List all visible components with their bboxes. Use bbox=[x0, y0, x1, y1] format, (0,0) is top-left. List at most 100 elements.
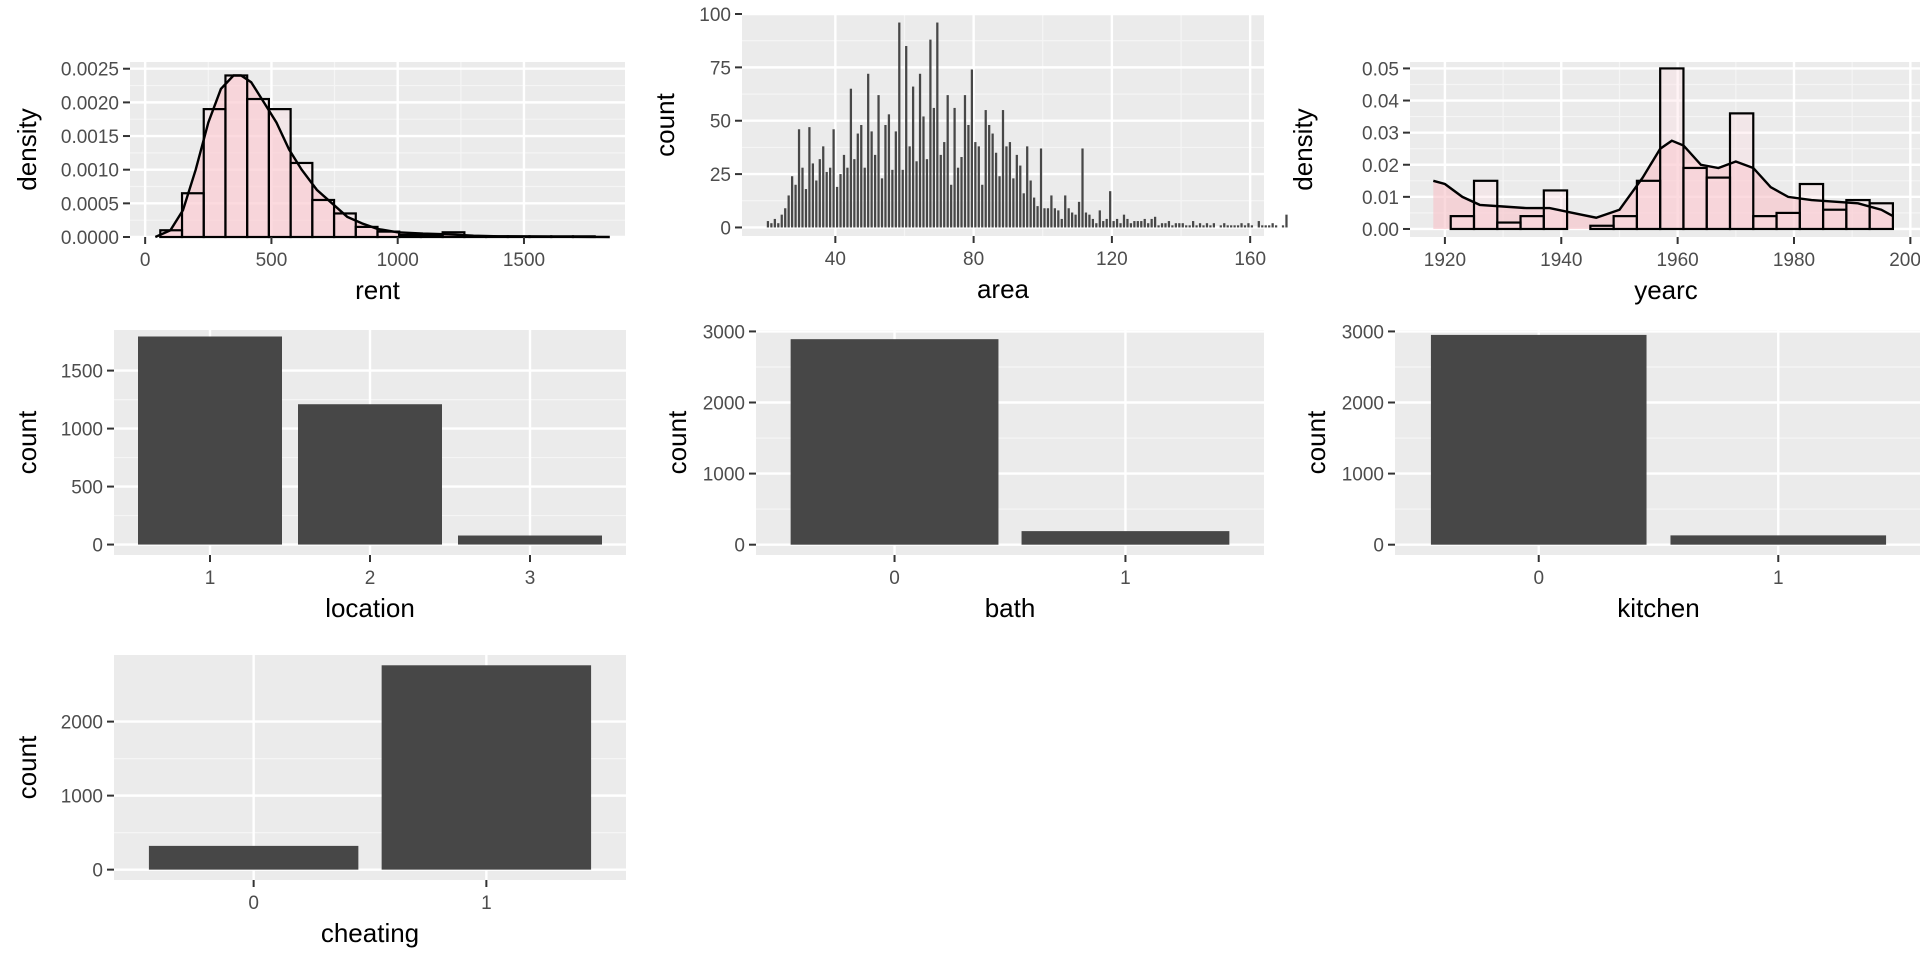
location-y-axis-title: count bbox=[12, 410, 42, 474]
area-bar bbox=[967, 125, 970, 228]
area-bar bbox=[1226, 225, 1229, 228]
yearc-density-area bbox=[1433, 140, 1893, 229]
area-bar bbox=[1129, 223, 1133, 228]
area-bar bbox=[822, 146, 825, 228]
rent-bin bbox=[419, 233, 444, 239]
area-bar bbox=[1261, 225, 1264, 228]
rent-bin bbox=[246, 97, 271, 239]
cheating-xtick-label: 0 bbox=[248, 893, 259, 914]
area-bar bbox=[1264, 225, 1267, 228]
area-bar bbox=[825, 171, 828, 228]
cheating-ytick-label: 2000 bbox=[61, 713, 103, 734]
location-ytick-label: 500 bbox=[71, 478, 103, 499]
yearc-bin bbox=[1659, 67, 1685, 231]
area-bar bbox=[880, 178, 884, 228]
area-ytick-label: 100 bbox=[699, 5, 731, 26]
rent-ytick-label: 0.0025 bbox=[61, 60, 119, 81]
area-bar bbox=[918, 73, 922, 228]
area-bar bbox=[1064, 195, 1067, 228]
location-ytick-label: 0 bbox=[92, 536, 103, 557]
rent-xtick-label: 1500 bbox=[503, 250, 545, 271]
area-bar bbox=[1143, 218, 1146, 228]
area-bar bbox=[988, 125, 991, 228]
area-bar bbox=[1202, 225, 1205, 228]
area-bar bbox=[977, 146, 980, 228]
yearc-ytick-label: 0.04 bbox=[1362, 92, 1399, 113]
kitchen-ytick-label: 0 bbox=[1373, 536, 1384, 557]
area-bar bbox=[815, 180, 818, 228]
area-chart: 0 25 50 75 100 40 80 120 160 area count bbox=[650, 5, 1288, 304]
bath-xtick-label: 0 bbox=[889, 568, 900, 589]
bath-ytick-label: 3000 bbox=[703, 322, 745, 343]
area-bar bbox=[1067, 208, 1070, 228]
area-bar bbox=[1274, 225, 1278, 228]
yearc-bin bbox=[1821, 208, 1848, 231]
area-bar bbox=[1071, 212, 1074, 228]
location-xtick-label: 2 bbox=[365, 568, 376, 589]
area-bar bbox=[1015, 154, 1018, 228]
rent-x-axis-title: rent bbox=[355, 275, 401, 305]
area-bar bbox=[894, 131, 897, 228]
area-bar bbox=[936, 22, 939, 228]
area-bar bbox=[1147, 223, 1150, 228]
area-bar bbox=[1195, 225, 1198, 228]
area-bar bbox=[1150, 218, 1153, 228]
yearc-bin bbox=[1519, 215, 1545, 231]
area-bar bbox=[970, 69, 974, 228]
area-bar bbox=[984, 110, 987, 228]
area-bar bbox=[1122, 214, 1126, 228]
area-bar bbox=[777, 223, 780, 228]
area-bar bbox=[1115, 218, 1119, 228]
area-bar bbox=[797, 129, 801, 228]
cheating-ytick-label: 0 bbox=[92, 861, 103, 882]
kitchen-chart: 0 1000 2000 3000 0 1 kitchen count bbox=[1301, 322, 1920, 623]
area-bar bbox=[901, 169, 904, 228]
area-bar bbox=[1105, 218, 1108, 228]
area-bar bbox=[915, 161, 918, 228]
area-ytick-label: 0 bbox=[720, 218, 731, 239]
area-bar bbox=[1212, 223, 1216, 228]
area-bar bbox=[1032, 197, 1036, 228]
area-bar bbox=[946, 95, 949, 228]
area-bar bbox=[870, 131, 873, 228]
rent-bin bbox=[289, 161, 314, 239]
area-bar bbox=[818, 159, 821, 228]
location-bar bbox=[138, 336, 282, 545]
area-bar bbox=[1077, 201, 1081, 228]
rent-ytick-label: 0.0015 bbox=[61, 127, 119, 148]
area-bar bbox=[1102, 221, 1105, 228]
area-bar bbox=[1046, 208, 1050, 228]
area-bar bbox=[1136, 221, 1139, 228]
area-bar bbox=[922, 116, 925, 228]
location-bar bbox=[298, 404, 442, 545]
area-bar bbox=[1057, 210, 1060, 228]
area-bar bbox=[1029, 180, 1032, 228]
area-bar bbox=[1185, 225, 1188, 228]
yearc-bin bbox=[1496, 221, 1522, 231]
yearc-bin bbox=[1589, 224, 1615, 231]
location-bar bbox=[458, 535, 602, 545]
cheating-bar bbox=[148, 845, 359, 870]
area-bar bbox=[1178, 223, 1181, 228]
area-bar bbox=[1153, 216, 1157, 228]
area-bar bbox=[1192, 221, 1195, 228]
area-bar bbox=[911, 86, 915, 228]
area-bar bbox=[784, 208, 787, 228]
area-bar bbox=[943, 142, 946, 228]
area-bar bbox=[1022, 193, 1025, 228]
kitchen-y-axis-title: count bbox=[1301, 410, 1331, 474]
kitchen-ytick-label: 1000 bbox=[1342, 465, 1384, 486]
yearc-bin bbox=[1705, 176, 1732, 231]
yearc-ytick-label: 0.02 bbox=[1362, 156, 1399, 177]
area-bar bbox=[991, 133, 994, 228]
area-bar bbox=[849, 88, 853, 228]
area-bar bbox=[1250, 225, 1254, 228]
yearc-bin bbox=[1682, 166, 1708, 231]
area-bar bbox=[1053, 208, 1056, 228]
location-xtick-label: 1 bbox=[205, 568, 216, 589]
area-xtick-label: 160 bbox=[1234, 249, 1266, 270]
area-bar bbox=[1243, 225, 1247, 228]
area-bar bbox=[846, 167, 849, 228]
area-bar bbox=[1036, 206, 1039, 228]
